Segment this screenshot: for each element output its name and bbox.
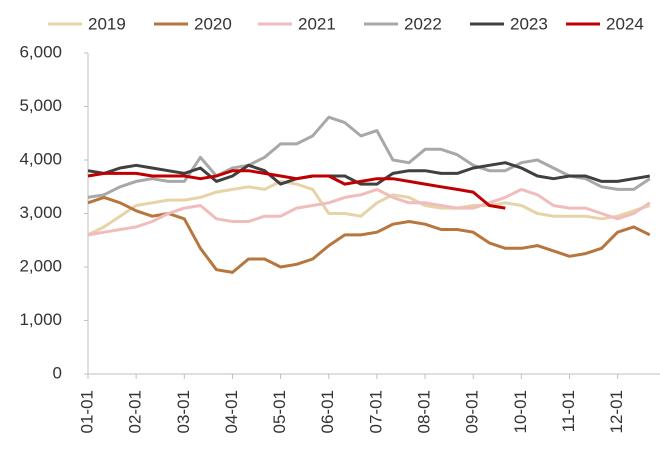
legend-label: 2019	[88, 14, 126, 33]
y-tick-label: 4,000	[19, 149, 62, 168]
x-tick-label: 09-01	[463, 390, 482, 433]
series-line	[87, 187, 651, 237]
legend-label: 2020	[194, 14, 232, 33]
x-tick-label: 02-01	[126, 390, 145, 433]
series-line	[87, 115, 651, 199]
y-tick-label: 5,000	[19, 96, 62, 115]
legend-label: 2022	[404, 14, 442, 33]
x-tick-label: 10-01	[511, 390, 530, 433]
y-tick-label: 3,000	[19, 203, 62, 222]
x-tick-label: 07-01	[366, 390, 385, 433]
legend-label: 2024	[606, 14, 644, 33]
legend-label: 2023	[510, 14, 548, 33]
series-line	[87, 195, 651, 274]
x-tick-label: 05-01	[270, 390, 289, 433]
x-tick-label: 06-01	[318, 390, 337, 433]
x-tick-label: 01-01	[77, 390, 96, 433]
series-line	[87, 161, 651, 186]
y-tick-label: 2,000	[19, 256, 62, 275]
legend-label: 2021	[298, 14, 336, 33]
x-tick-label: 04-01	[222, 390, 241, 433]
x-tick-label: 03-01	[174, 390, 193, 433]
x-tick-label: 08-01	[415, 390, 434, 433]
x-tick-label: 11-01	[559, 390, 578, 432]
y-tick-label: 1,000	[19, 310, 62, 329]
series-line	[87, 169, 506, 210]
y-tick-label: 6,000	[19, 42, 62, 61]
x-tick-label: 12-01	[607, 390, 626, 433]
series-line	[87, 179, 651, 237]
y-tick-label: 0	[53, 363, 62, 382]
